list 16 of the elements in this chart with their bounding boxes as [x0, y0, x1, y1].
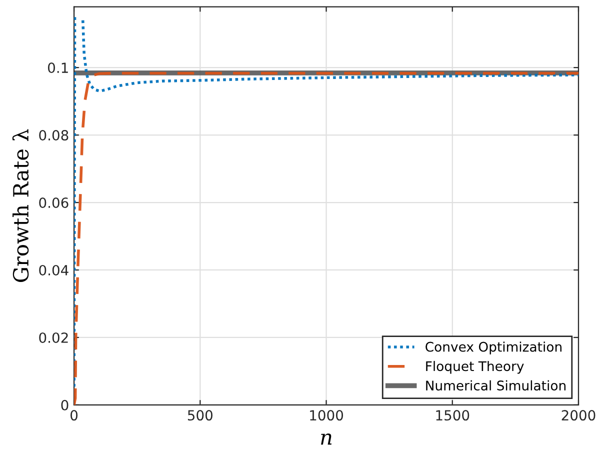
- legend-label: Convex Optimization: [426, 342, 562, 354]
- x-axis-title: n: [321, 434, 332, 445]
- x-tick-label: 1000: [310, 410, 344, 421]
- legend-label: Floquet Theory: [426, 360, 524, 374]
- y-tick-label: 0.04: [39, 264, 68, 276]
- y-tick-label: 0: [61, 400, 68, 410]
- y-axis-title: Growth Rate λ: [12, 129, 29, 282]
- x-tick-label: 2000: [562, 410, 596, 421]
- x-tick-label: 500: [188, 410, 212, 421]
- y-tick-label: 0.08: [39, 130, 68, 141]
- y-tick-label: 0.06: [39, 197, 68, 208]
- y-tick-label: 0.1: [48, 62, 68, 74]
- legend-label: Numerical Simulation: [426, 380, 566, 391]
- y-tick-label: 0.02: [39, 332, 68, 343]
- x-tick-label: 1500: [436, 410, 470, 421]
- x-tick-label: 0: [70, 410, 78, 421]
